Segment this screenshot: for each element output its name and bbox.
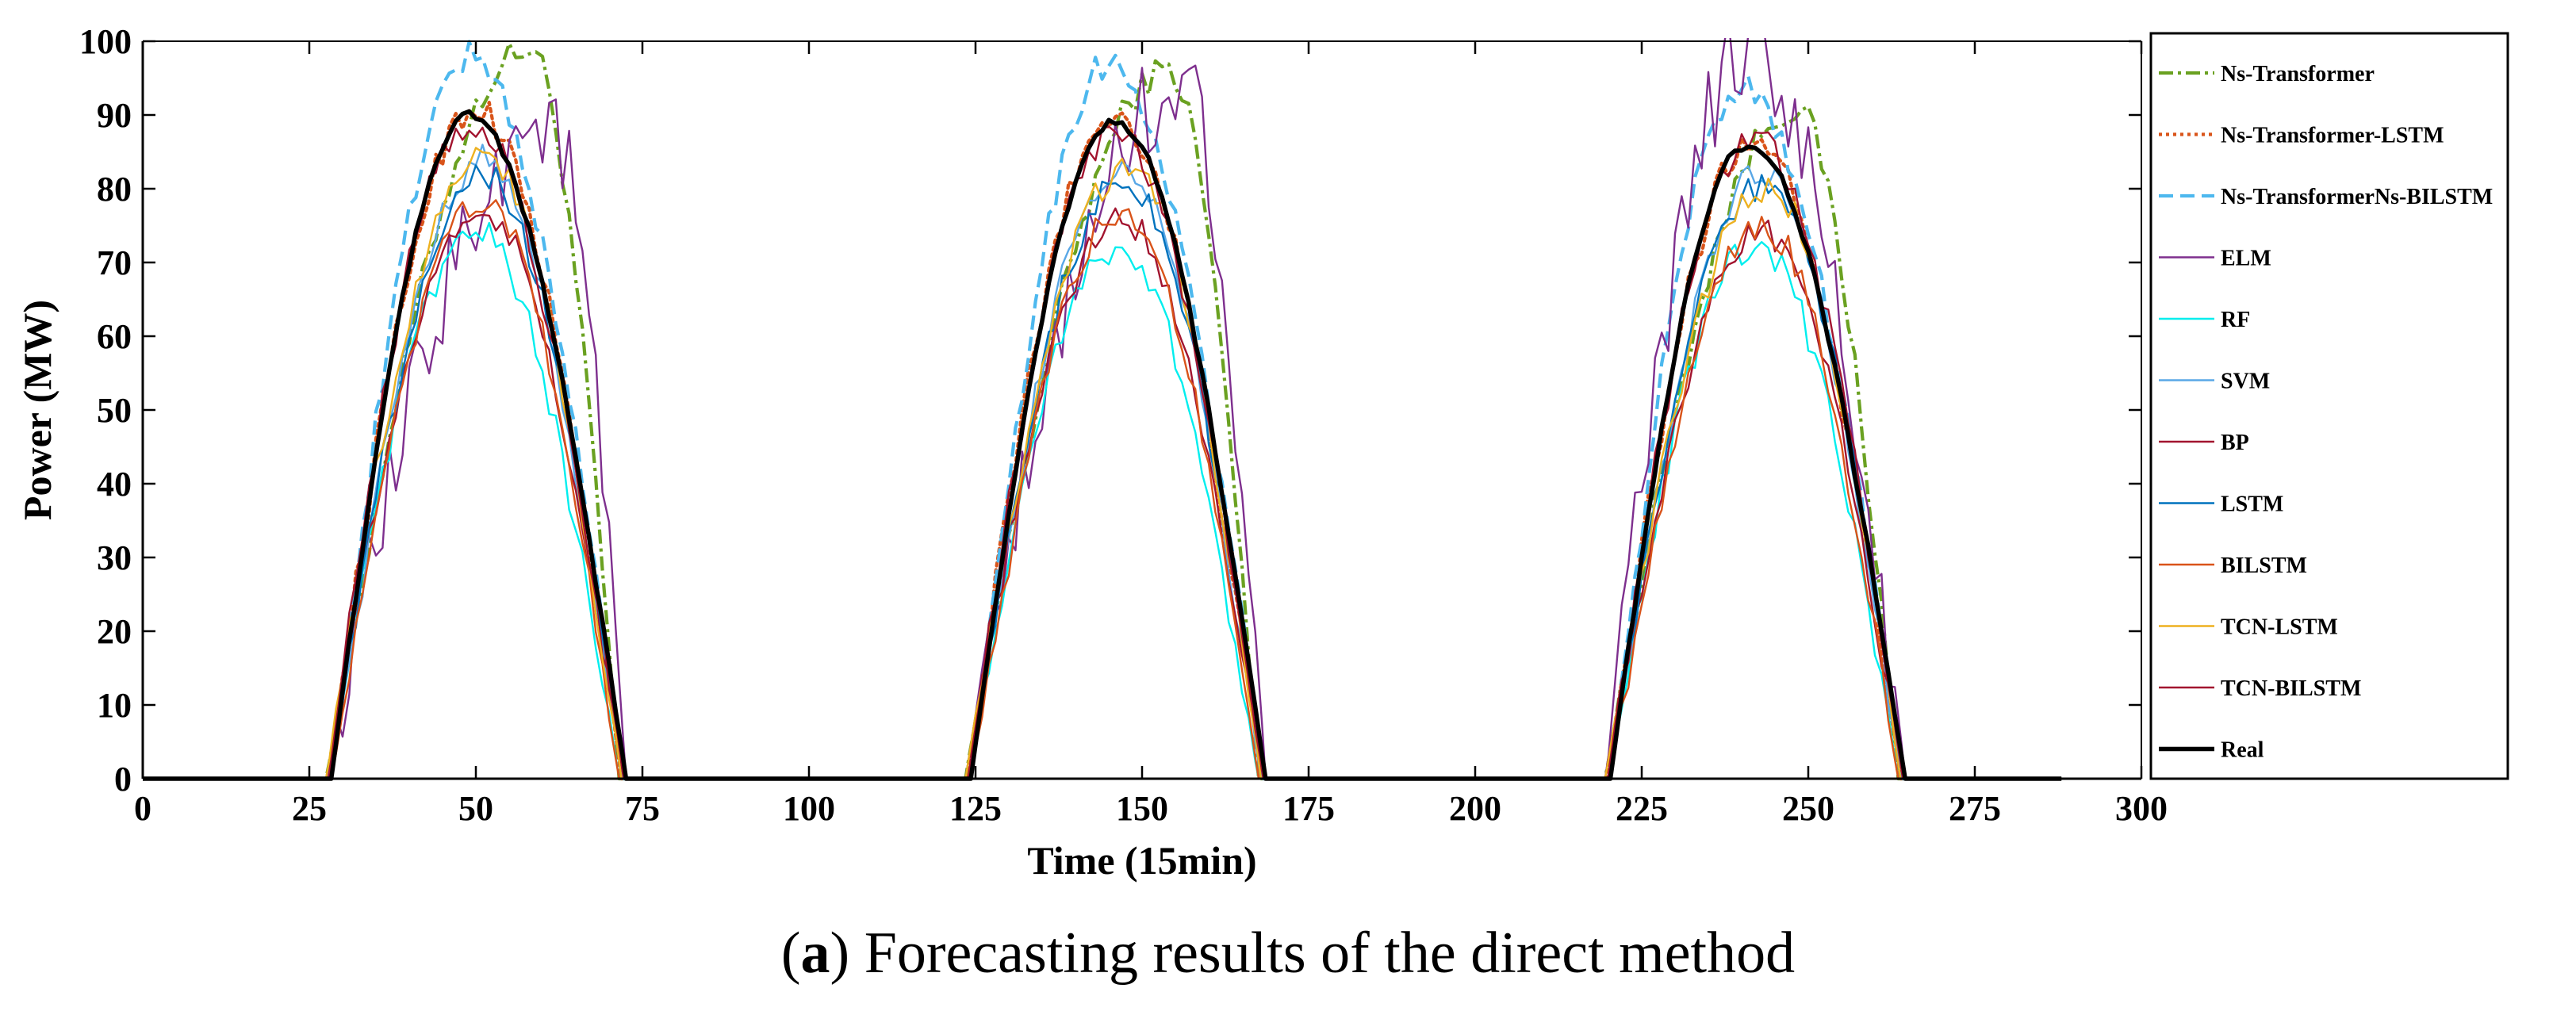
series-line-real [143, 109, 2062, 781]
y-axis-title: Power (MW) [15, 300, 59, 520]
line-chart: 0 25 50 75 100 125 150 175 200 225 250 275 300 0 10 20 3… [15, 22, 2509, 883]
x-tick-label: 250 [1782, 789, 1834, 828]
y-tick-label: 50 [97, 391, 132, 430]
series-layer [143, 38, 2064, 781]
y-tick-label: 0 [114, 760, 132, 799]
x-tick-label: 200 [1449, 789, 1501, 828]
series-line-ns-transformerns-bilstm [143, 40, 2062, 781]
y-tick-label: 40 [97, 465, 132, 504]
y-tick-label: 20 [97, 612, 132, 651]
y-tick-label: 10 [97, 686, 132, 725]
legend-label-bp: BP [2221, 431, 2249, 455]
figure-caption: (a) Forecasting results of the direct me… [0, 920, 2576, 987]
x-tick-label: 75 [625, 789, 660, 828]
legend-label-svm: SVM [2221, 370, 2270, 394]
x-tick-label: 300 [2115, 789, 2168, 828]
y-tick-label: 30 [97, 538, 132, 577]
x-tick-label: 50 [458, 789, 493, 828]
y-tick-label: 90 [97, 96, 132, 135]
legend: Ns-Transformer Ns-Transformer-LSTM Ns-Tran… [2149, 32, 2509, 780]
legend-label-tcn-lstm: TCN-LSTM [2221, 615, 2338, 640]
legend-label-ns-transformer-lstm: Ns-Transformer-LSTM [2221, 124, 2444, 148]
legend-label-elm: ELM [2221, 247, 2271, 271]
y-tick-label: 60 [97, 317, 132, 356]
y-tick-label: 100 [79, 22, 132, 61]
legend-label-tcn-bilstm: TCN-BILSTM [2221, 676, 2361, 701]
series-line-svm [143, 144, 2062, 780]
x-tick-label: 25 [292, 789, 327, 828]
x-tick-label: 125 [949, 789, 1002, 828]
legend-label-lstm: LSTM [2221, 492, 2283, 517]
legend-label-bilstm: BILSTM [2221, 553, 2307, 578]
series-line-rf [143, 221, 2062, 780]
y-tick-label: 80 [97, 170, 132, 209]
series-line-ns-transformer-lstm [143, 101, 2064, 781]
axes: 0 25 50 75 100 125 150 175 200 225 250 275 300 0 10 20 3… [15, 22, 2168, 883]
legend-label-ns-transformerns-bilstm: Ns-TransformerNs-BILSTM [2221, 185, 2493, 209]
y-tick-label: 70 [97, 243, 132, 282]
legend-label-real: Real [2221, 738, 2264, 763]
x-tick-label: 150 [1116, 789, 1168, 828]
legend-label-rf: RF [2221, 308, 2250, 332]
x-tick-label: 175 [1282, 789, 1335, 828]
x-tick-label: 275 [1949, 789, 2001, 828]
x-tick-label: 225 [1616, 789, 1668, 828]
caption-letter: a [800, 921, 830, 986]
series-line-bilstm [143, 199, 2062, 780]
series-line-tcn-lstm [143, 147, 2062, 780]
series-line-tcn-bilstm [143, 125, 2062, 780]
legend-box [2149, 32, 2509, 780]
x-tick-label: 0 [134, 789, 151, 828]
caption-text: ) Forecasting results of the direct meth… [830, 921, 1796, 986]
legend-label-ns-transformer: Ns-Transformer [2221, 62, 2375, 86]
series-line-bp [143, 207, 2062, 780]
caption-prefix: ( [780, 921, 801, 986]
x-tick-label: 100 [783, 789, 835, 828]
x-axis-title: Time (15min) [1027, 838, 1256, 883]
series-line-lstm [143, 164, 2062, 780]
